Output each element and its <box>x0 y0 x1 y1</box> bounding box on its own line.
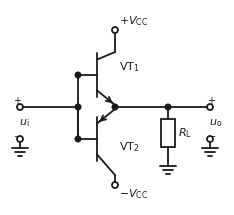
Circle shape <box>207 104 213 110</box>
Circle shape <box>112 27 118 33</box>
Text: $+$: $+$ <box>208 95 216 106</box>
Text: VT$_2$: VT$_2$ <box>119 140 140 154</box>
Circle shape <box>207 136 213 142</box>
Text: $+$: $+$ <box>14 95 22 106</box>
Bar <box>161 119 175 147</box>
Circle shape <box>75 72 81 78</box>
Circle shape <box>112 182 118 188</box>
Text: $u_{\rm i}$: $u_{\rm i}$ <box>19 117 29 129</box>
Text: $-$: $-$ <box>207 130 216 140</box>
Text: $+V_{\rm CC}$: $+V_{\rm CC}$ <box>119 14 148 28</box>
Circle shape <box>165 104 171 110</box>
Text: $R_{\rm L}$: $R_{\rm L}$ <box>178 126 192 140</box>
Circle shape <box>75 104 81 110</box>
Text: VT$_1$: VT$_1$ <box>119 60 140 74</box>
Text: $u_{\rm o}$: $u_{\rm o}$ <box>209 117 223 129</box>
Text: $-$: $-$ <box>13 130 22 140</box>
Text: $-V_{\rm CC}$: $-V_{\rm CC}$ <box>119 187 148 201</box>
Circle shape <box>17 136 23 142</box>
Circle shape <box>75 136 81 142</box>
Circle shape <box>17 104 23 110</box>
Circle shape <box>112 104 118 110</box>
